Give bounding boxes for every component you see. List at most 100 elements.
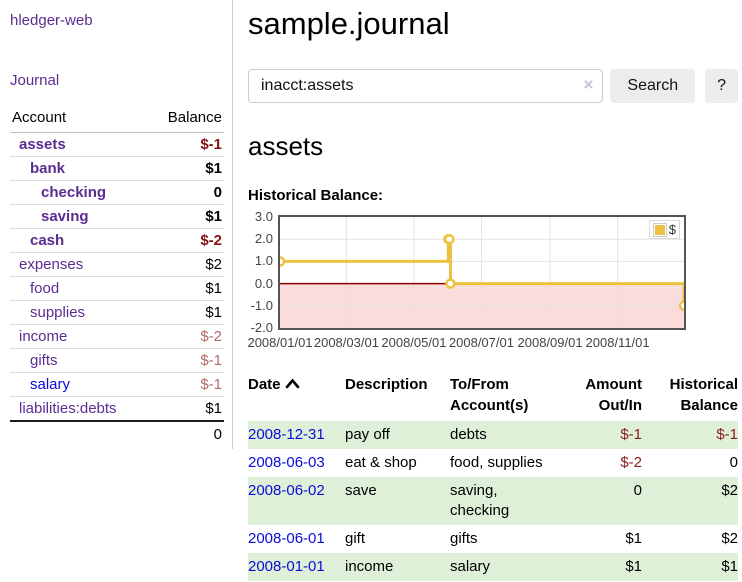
x-axis-tick-label: 2008/07/01 <box>448 335 514 350</box>
account-row: checking 0 <box>10 180 224 205</box>
account-row: saving $1 <box>10 204 224 229</box>
main-content: sample.journal × Search ? assets Histori… <box>233 0 742 581</box>
account-link[interactable]: expenses <box>19 256 84 273</box>
x-axis-tick-label: 2008/05/01 <box>381 335 447 350</box>
account-row: bank $1 <box>10 156 224 181</box>
accounts-header-row: Account Balance <box>10 107 224 133</box>
register-header-date[interactable]: Date <box>248 372 345 421</box>
data-point-marker <box>444 233 455 245</box>
y-axis-tick-label: 3.0 <box>254 209 273 224</box>
search-help-button[interactable]: ? <box>705 69 738 103</box>
sidebar: hledger-web Journal Account Balance asse… <box>0 0 233 449</box>
y-axis-tick-label: 0.0 <box>254 275 273 291</box>
search-bar: × Search ? <box>248 69 738 103</box>
account-row: liabilities:debts $1 <box>10 396 224 422</box>
transaction-accounts: food, supplies <box>450 454 543 471</box>
account-link[interactable]: assets <box>19 136 66 153</box>
accounts-total-spacer <box>10 420 149 447</box>
transaction-accounts: salary <box>450 558 491 575</box>
transaction-amount: $-1 <box>620 426 642 443</box>
transaction-balance: $2 <box>721 482 738 499</box>
search-input[interactable] <box>248 69 604 103</box>
account-link[interactable]: liabilities:debts <box>19 400 117 417</box>
x-axis-tick-label: 2008/01/01 <box>247 335 313 350</box>
account-row: assets $-1 <box>10 132 224 157</box>
balance-chart: $3.0 2.0 1.0 0.0 -1.0 -2.0 2008/01/01 2008/03/0… <box>247 209 690 355</box>
transaction-description: pay off <box>345 426 390 443</box>
transaction-date-link[interactable]: 2008-12-31 <box>248 426 325 443</box>
y-axis-tick-label: -2.0 <box>250 320 273 335</box>
register-row: 2008-06-03 eat & shop food, supplies $-2… <box>248 449 738 477</box>
register-row: 2008-06-02 save saving, checking 0 $2 <box>248 477 738 525</box>
account-balance: $-1 <box>148 132 224 157</box>
register-header-historical-balance: Historical Balance <box>669 376 738 414</box>
account-balance: $-2 <box>148 228 224 253</box>
accounts-header-balance: Balance <box>148 107 224 133</box>
account-link[interactable]: saving <box>41 208 89 225</box>
transaction-balance: $2 <box>721 530 738 547</box>
accounts-total-value: 0 <box>148 420 224 447</box>
account-link[interactable]: checking <box>41 184 107 201</box>
account-link[interactable]: bank <box>30 160 66 177</box>
account-balance: $1 <box>148 300 224 325</box>
data-point-marker <box>280 256 286 267</box>
transaction-date-link[interactable]: 2008-06-02 <box>248 482 325 499</box>
x-axis-tick-label: 2008/11/01 <box>585 335 650 350</box>
account-row: cash $-2 <box>10 228 224 253</box>
account-balance: $1 <box>148 276 224 301</box>
transaction-balance: 0 <box>729 454 738 471</box>
account-balance: 0 <box>148 180 224 205</box>
y-axis-tick-label: 2.0 <box>254 231 273 247</box>
legend-swatch-icon <box>652 222 667 237</box>
register-header-amount-out-in: Amount Out/In <box>585 376 642 414</box>
transaction-date-link[interactable]: 2008-06-03 <box>248 454 325 471</box>
transaction-amount: $-2 <box>620 454 642 471</box>
account-link[interactable]: food <box>30 280 60 297</box>
account-row: expenses $2 <box>10 252 224 277</box>
chart-canvas <box>280 217 684 328</box>
account-link[interactable]: cash <box>30 232 65 249</box>
search-input-wrap: × <box>248 69 604 103</box>
chart-title: Historical Balance: <box>248 187 384 204</box>
register-header-row: Date Description To/From Account(s) Amount … <box>248 372 738 421</box>
accounts-total-row: 0 <box>10 420 224 447</box>
brand: hledger-web <box>10 12 224 29</box>
accounts-table: Account Balance assets $-1 bank $1 check… <box>10 107 224 447</box>
x-axis-tick-label: 2008/03/01 <box>313 335 379 350</box>
account-balance: $-1 <box>148 372 224 397</box>
x-axis-tick-label: 2008/09/01 <box>517 335 583 350</box>
account-balance: $-2 <box>148 324 224 349</box>
account-link[interactable]: income <box>19 328 68 345</box>
account-link[interactable]: salary <box>30 376 71 393</box>
account-link[interactable]: gifts <box>30 352 58 369</box>
account-heading: assets <box>248 131 324 161</box>
search-button[interactable]: Search <box>610 69 696 103</box>
data-point-marker <box>445 278 456 289</box>
transaction-accounts: saving, checking <box>450 482 510 519</box>
account-balance: $-1 <box>148 348 224 373</box>
account-link[interactable]: supplies <box>30 304 86 321</box>
transaction-description: income <box>345 558 394 575</box>
data-point-marker <box>678 300 684 312</box>
transaction-balance: $-1 <box>716 426 738 443</box>
legend-label: $ <box>668 222 676 237</box>
register-row: 2008-12-31 pay off debts $-1 $-1 <box>248 421 738 449</box>
clear-search-icon[interactable]: × <box>583 75 594 94</box>
chart-plot-area: $ <box>278 215 686 330</box>
y-axis-tick-label: 1.0 <box>254 253 273 269</box>
account-balance: $1 <box>148 156 224 181</box>
sidebar-item-journal[interactable]: Journal <box>10 72 60 89</box>
transaction-balance: $1 <box>721 558 738 575</box>
accounts-header-account: Account <box>10 107 149 133</box>
account-balance: $1 <box>148 204 224 229</box>
chart-legend: $ <box>648 220 680 239</box>
transaction-date-link[interactable]: 2008-06-01 <box>248 530 325 547</box>
brand-link[interactable]: hledger-web <box>10 12 93 29</box>
transaction-date-link[interactable]: 2008-01-01 <box>248 558 325 575</box>
account-row: income $-2 <box>10 324 224 349</box>
register-row: 2008-01-01 income salary $1 $1 <box>248 553 738 581</box>
transaction-description: gift <box>345 530 366 547</box>
register-table: Date Description To/From Account(s) Amount … <box>248 372 738 581</box>
transaction-amount: 0 <box>633 482 642 499</box>
